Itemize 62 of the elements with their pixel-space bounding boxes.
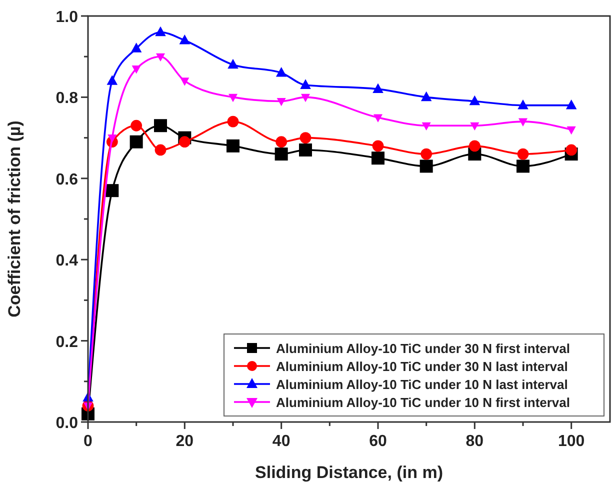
y-tick-label: 0.8 xyxy=(56,90,78,108)
x-tick-label: 0 xyxy=(84,433,93,450)
y-tick-label: 0.0 xyxy=(56,415,78,432)
point xyxy=(106,184,119,198)
point xyxy=(299,143,312,156)
point xyxy=(470,122,480,131)
y-tick-label: 0.2 xyxy=(56,334,78,351)
point xyxy=(274,148,288,161)
x-tick-label: 80 xyxy=(466,433,484,450)
point xyxy=(130,120,142,132)
point xyxy=(516,160,530,173)
point xyxy=(300,132,312,144)
y-tick-label: 1.0 xyxy=(56,9,78,26)
point xyxy=(420,148,432,160)
point xyxy=(178,136,190,148)
point xyxy=(518,118,528,126)
point xyxy=(468,140,480,152)
point xyxy=(566,144,578,156)
point xyxy=(130,135,143,148)
point xyxy=(132,66,141,74)
point xyxy=(518,99,528,110)
y-axis-title: Coefficient of friction (µ) xyxy=(5,120,24,318)
point xyxy=(179,34,190,44)
point xyxy=(106,75,118,85)
point xyxy=(566,99,577,110)
x-tick-label: 40 xyxy=(272,433,290,450)
x-tick-label: 60 xyxy=(369,433,387,450)
point xyxy=(228,58,238,69)
point xyxy=(372,83,384,93)
point xyxy=(154,119,167,132)
point xyxy=(373,114,383,122)
point xyxy=(276,98,286,106)
point xyxy=(372,152,384,165)
legend-label: Aluminium Alloy-10 TiC under 30 N last interval xyxy=(276,359,568,374)
y-tick-label: 0.6 xyxy=(56,171,78,188)
point xyxy=(517,148,529,160)
point xyxy=(300,94,310,102)
legend-label: Aluminium Alloy-10 TiC under 30 N first interval xyxy=(276,341,570,356)
point xyxy=(420,160,433,173)
y-tick-label: 0.4 xyxy=(56,252,78,270)
point xyxy=(469,95,480,106)
point xyxy=(227,116,239,128)
point xyxy=(130,42,142,52)
point xyxy=(276,136,288,148)
legend-label: Aluminium Alloy-10 TiC under 10 N first interval xyxy=(276,395,570,410)
point xyxy=(226,139,240,152)
x-tick-label: 100 xyxy=(558,433,585,450)
point xyxy=(228,94,238,102)
x-axis-title: Sliding Distance, (in m) xyxy=(255,463,443,482)
point xyxy=(566,126,576,135)
point xyxy=(180,78,190,86)
legend-label: Aluminium Alloy-10 TiC under 10 N last interval xyxy=(276,377,568,392)
point xyxy=(372,140,384,152)
point xyxy=(300,79,311,89)
point xyxy=(155,26,166,36)
point xyxy=(154,144,166,156)
x-tick-label: 20 xyxy=(176,433,194,450)
point xyxy=(420,91,432,102)
point xyxy=(276,66,287,77)
point xyxy=(156,53,166,62)
point xyxy=(422,122,431,131)
point xyxy=(108,134,117,143)
